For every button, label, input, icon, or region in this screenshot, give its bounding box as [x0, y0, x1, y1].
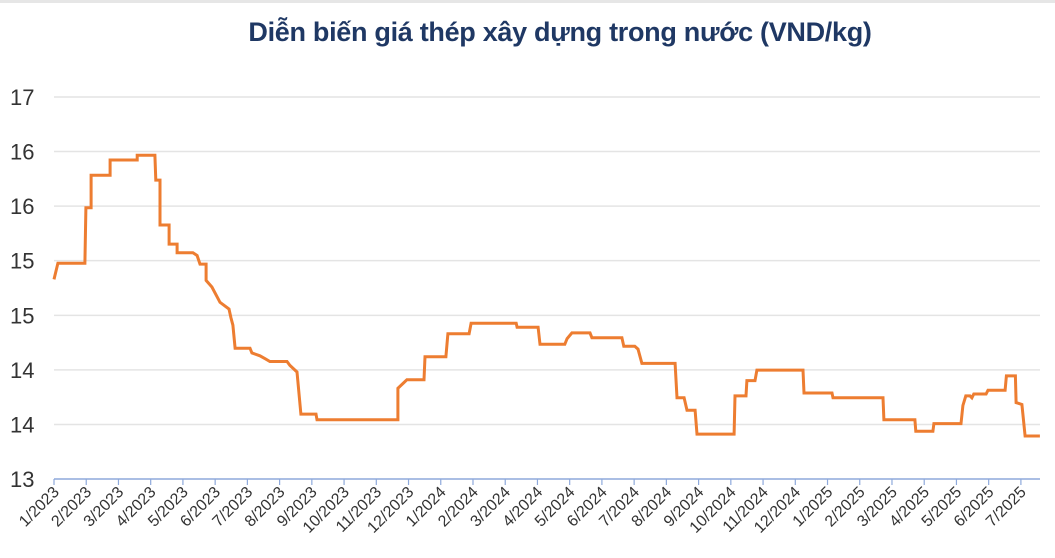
y-tick-label: 17 [10, 85, 34, 110]
chart-title: Diễn biến giá thép xây dựng trong nước (… [248, 17, 872, 47]
y-tick-label: 14 [10, 358, 34, 383]
price-line [52, 153, 1040, 438]
y-tick-label: 16 [10, 140, 34, 165]
y-tick-label: 13 [10, 467, 34, 492]
y-tick-label: 15 [10, 303, 34, 328]
gridlines [54, 96, 1040, 426]
y-tick-label: 15 [10, 249, 34, 274]
y-tick-label: 14 [10, 412, 34, 437]
y-tick-label: 16 [10, 194, 34, 219]
x-axis-labels: 1/20232/20233/20234/20235/20236/20237/20… [16, 484, 1030, 537]
top-border [0, 0, 1055, 3]
x-axis [53, 478, 1040, 485]
y-axis-labels: 13 14 14 15 15 16 16 17 [10, 85, 34, 492]
